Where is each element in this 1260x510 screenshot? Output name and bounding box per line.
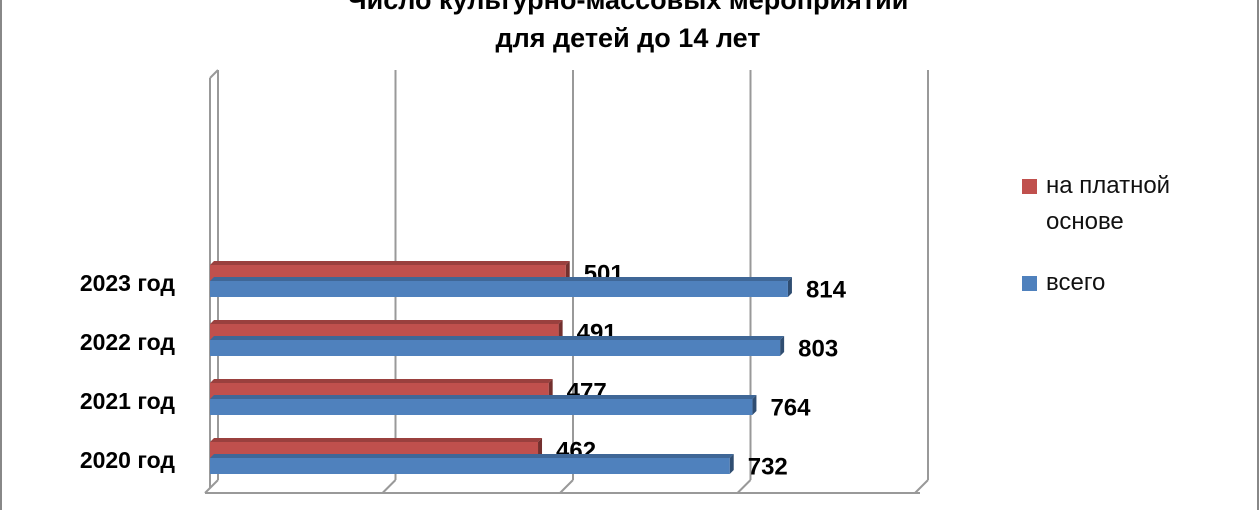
bar-top bbox=[210, 438, 543, 442]
left-wall-back bbox=[209, 69, 219, 79]
legend-item: на платной основе bbox=[1022, 168, 1222, 240]
bar-top bbox=[210, 379, 553, 383]
grid-line-floor bbox=[914, 479, 929, 494]
bar bbox=[210, 399, 753, 415]
y-tick-label: 2023 год bbox=[80, 270, 176, 296]
y-tick-label: 2021 год bbox=[80, 388, 176, 414]
legend-swatch bbox=[1022, 179, 1037, 194]
bar-side bbox=[558, 320, 563, 340]
y-tick-label: 2020 год bbox=[80, 447, 176, 473]
bar-side bbox=[787, 277, 792, 297]
bar bbox=[210, 340, 781, 356]
grid-line-floor bbox=[204, 479, 219, 494]
grid-line-floor bbox=[559, 479, 574, 494]
bar-side bbox=[780, 336, 785, 356]
bar-top bbox=[210, 277, 792, 281]
bar-top bbox=[210, 320, 563, 324]
bar bbox=[210, 281, 788, 297]
bar-side bbox=[752, 395, 757, 415]
bar-side bbox=[565, 261, 570, 281]
y-tick-label: 2022 год bbox=[80, 329, 176, 355]
data-label: 764 bbox=[770, 394, 811, 421]
bar-side bbox=[729, 454, 734, 474]
bar-top bbox=[210, 395, 757, 399]
bar-side bbox=[538, 438, 543, 458]
legend-swatch bbox=[1022, 276, 1037, 291]
data-label: 814 bbox=[806, 276, 847, 303]
legend-label: на платной основе bbox=[1046, 172, 1171, 235]
grid-line-floor bbox=[736, 479, 752, 494]
data-label: 732 bbox=[748, 453, 788, 480]
chart-title: Число культурно-массовых мероприятий bbox=[348, 0, 909, 15]
bar bbox=[210, 458, 730, 474]
grid-line-floor bbox=[381, 479, 397, 494]
legend-label: всего bbox=[1046, 269, 1106, 296]
bar-top bbox=[210, 336, 785, 340]
chart-subtitle: для детей до 14 лет bbox=[495, 23, 760, 53]
legend-item: всего bbox=[1022, 265, 1222, 301]
bar-side bbox=[548, 379, 553, 399]
bar-top bbox=[210, 454, 734, 458]
data-label: 803 bbox=[798, 335, 838, 362]
bar-top bbox=[210, 261, 570, 265]
